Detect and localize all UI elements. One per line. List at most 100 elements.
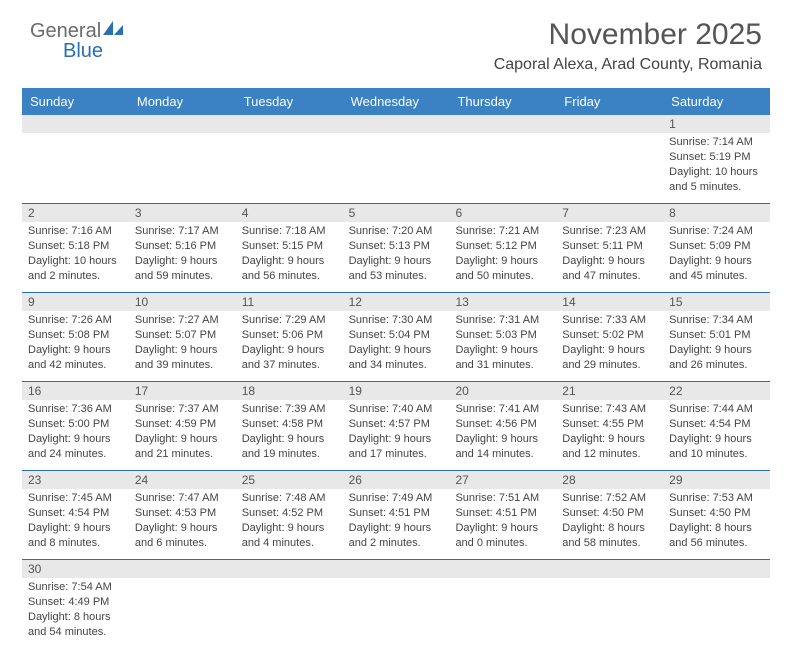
day-number-row: 30 bbox=[22, 560, 770, 578]
day-cell: Sunrise: 7:26 AMSunset: 5:08 PMDaylight:… bbox=[22, 311, 129, 381]
day-cell: Sunrise: 7:36 AMSunset: 5:00 PMDaylight:… bbox=[22, 400, 129, 470]
day-cell: Sunrise: 7:45 AMSunset: 4:54 PMDaylight:… bbox=[22, 489, 129, 559]
day-info: Sunrise: 7:49 AMSunset: 4:51 PMDaylight:… bbox=[349, 491, 444, 550]
day-number: 27 bbox=[449, 471, 556, 489]
week-row: Sunrise: 7:16 AMSunset: 5:18 PMDaylight:… bbox=[22, 222, 770, 293]
day-cell: Sunrise: 7:17 AMSunset: 5:16 PMDaylight:… bbox=[129, 222, 236, 292]
day-cell bbox=[129, 578, 236, 648]
day-number: 21 bbox=[556, 382, 663, 400]
week-row: Sunrise: 7:36 AMSunset: 5:00 PMDaylight:… bbox=[22, 400, 770, 471]
day-number-row: 2345678 bbox=[22, 204, 770, 222]
header: General Blue November 2025 Caporal Alexa… bbox=[0, 0, 792, 53]
day-info: Sunrise: 7:37 AMSunset: 4:59 PMDaylight:… bbox=[135, 402, 230, 461]
day-number: 1 bbox=[663, 115, 770, 133]
day-header: Thursday bbox=[449, 88, 556, 115]
day-number bbox=[343, 115, 450, 133]
day-cell: Sunrise: 7:49 AMSunset: 4:51 PMDaylight:… bbox=[343, 489, 450, 559]
day-number bbox=[449, 115, 556, 133]
day-cell bbox=[343, 133, 450, 203]
day-cell bbox=[236, 578, 343, 648]
day-number bbox=[236, 115, 343, 133]
day-info: Sunrise: 7:24 AMSunset: 5:09 PMDaylight:… bbox=[669, 224, 764, 283]
day-header: Monday bbox=[129, 88, 236, 115]
day-info: Sunrise: 7:51 AMSunset: 4:51 PMDaylight:… bbox=[455, 491, 550, 550]
day-number: 29 bbox=[663, 471, 770, 489]
day-cell: Sunrise: 7:24 AMSunset: 5:09 PMDaylight:… bbox=[663, 222, 770, 292]
day-cell: Sunrise: 7:14 AMSunset: 5:19 PMDaylight:… bbox=[663, 133, 770, 203]
day-header: Friday bbox=[556, 88, 663, 115]
day-cell bbox=[22, 133, 129, 203]
day-header-row: SundayMondayTuesdayWednesdayThursdayFrid… bbox=[22, 88, 770, 115]
day-cell: Sunrise: 7:33 AMSunset: 5:02 PMDaylight:… bbox=[556, 311, 663, 381]
day-cell: Sunrise: 7:18 AMSunset: 5:15 PMDaylight:… bbox=[236, 222, 343, 292]
logo-sail-icon bbox=[103, 20, 125, 43]
day-info: Sunrise: 7:23 AMSunset: 5:11 PMDaylight:… bbox=[562, 224, 657, 283]
day-cell: Sunrise: 7:34 AMSunset: 5:01 PMDaylight:… bbox=[663, 311, 770, 381]
day-cell: Sunrise: 7:40 AMSunset: 4:57 PMDaylight:… bbox=[343, 400, 450, 470]
day-header: Saturday bbox=[663, 88, 770, 115]
day-number: 10 bbox=[129, 293, 236, 311]
day-info: Sunrise: 7:52 AMSunset: 4:50 PMDaylight:… bbox=[562, 491, 657, 550]
day-number: 26 bbox=[343, 471, 450, 489]
logo-text-blue: Blue bbox=[63, 40, 103, 63]
day-number: 16 bbox=[22, 382, 129, 400]
day-cell bbox=[556, 133, 663, 203]
day-cell: Sunrise: 7:37 AMSunset: 4:59 PMDaylight:… bbox=[129, 400, 236, 470]
day-cell: Sunrise: 7:16 AMSunset: 5:18 PMDaylight:… bbox=[22, 222, 129, 292]
day-number-row: 16171819202122 bbox=[22, 382, 770, 400]
day-number: 2 bbox=[22, 204, 129, 222]
day-cell: Sunrise: 7:41 AMSunset: 4:56 PMDaylight:… bbox=[449, 400, 556, 470]
day-info: Sunrise: 7:34 AMSunset: 5:01 PMDaylight:… bbox=[669, 313, 764, 372]
day-cell bbox=[343, 578, 450, 648]
day-number: 23 bbox=[22, 471, 129, 489]
week-row: Sunrise: 7:54 AMSunset: 4:49 PMDaylight:… bbox=[22, 578, 770, 648]
day-number bbox=[663, 560, 770, 578]
day-number bbox=[236, 560, 343, 578]
day-info: Sunrise: 7:48 AMSunset: 4:52 PMDaylight:… bbox=[242, 491, 337, 550]
day-cell: Sunrise: 7:23 AMSunset: 5:11 PMDaylight:… bbox=[556, 222, 663, 292]
day-info: Sunrise: 7:36 AMSunset: 5:00 PMDaylight:… bbox=[28, 402, 123, 461]
day-number: 24 bbox=[129, 471, 236, 489]
day-number: 3 bbox=[129, 204, 236, 222]
day-header: Sunday bbox=[22, 88, 129, 115]
day-info: Sunrise: 7:16 AMSunset: 5:18 PMDaylight:… bbox=[28, 224, 123, 283]
day-info: Sunrise: 7:26 AMSunset: 5:08 PMDaylight:… bbox=[28, 313, 123, 372]
day-info: Sunrise: 7:41 AMSunset: 4:56 PMDaylight:… bbox=[455, 402, 550, 461]
day-number: 17 bbox=[129, 382, 236, 400]
day-number: 25 bbox=[236, 471, 343, 489]
week-row: Sunrise: 7:45 AMSunset: 4:54 PMDaylight:… bbox=[22, 489, 770, 560]
day-number: 22 bbox=[663, 382, 770, 400]
page-title: November 2025 bbox=[549, 18, 762, 52]
day-number: 5 bbox=[343, 204, 450, 222]
day-cell: Sunrise: 7:29 AMSunset: 5:06 PMDaylight:… bbox=[236, 311, 343, 381]
day-cell: Sunrise: 7:31 AMSunset: 5:03 PMDaylight:… bbox=[449, 311, 556, 381]
day-number bbox=[343, 560, 450, 578]
day-info: Sunrise: 7:30 AMSunset: 5:04 PMDaylight:… bbox=[349, 313, 444, 372]
day-number: 28 bbox=[556, 471, 663, 489]
day-number: 7 bbox=[556, 204, 663, 222]
day-cell: Sunrise: 7:21 AMSunset: 5:12 PMDaylight:… bbox=[449, 222, 556, 292]
week-row: Sunrise: 7:26 AMSunset: 5:08 PMDaylight:… bbox=[22, 311, 770, 382]
day-cell bbox=[236, 133, 343, 203]
day-cell: Sunrise: 7:44 AMSunset: 4:54 PMDaylight:… bbox=[663, 400, 770, 470]
day-number: 13 bbox=[449, 293, 556, 311]
day-number: 11 bbox=[236, 293, 343, 311]
day-number: 20 bbox=[449, 382, 556, 400]
day-number-row: 23242526272829 bbox=[22, 471, 770, 489]
day-info: Sunrise: 7:29 AMSunset: 5:06 PMDaylight:… bbox=[242, 313, 337, 372]
day-number: 30 bbox=[22, 560, 129, 578]
day-cell bbox=[556, 578, 663, 648]
calendar: SundayMondayTuesdayWednesdayThursdayFrid… bbox=[22, 88, 770, 648]
day-number bbox=[556, 115, 663, 133]
day-info: Sunrise: 7:14 AMSunset: 5:19 PMDaylight:… bbox=[669, 135, 764, 194]
day-number bbox=[556, 560, 663, 578]
day-cell bbox=[663, 578, 770, 648]
day-number: 18 bbox=[236, 382, 343, 400]
day-info: Sunrise: 7:31 AMSunset: 5:03 PMDaylight:… bbox=[455, 313, 550, 372]
day-header: Tuesday bbox=[236, 88, 343, 115]
day-info: Sunrise: 7:44 AMSunset: 4:54 PMDaylight:… bbox=[669, 402, 764, 461]
day-info: Sunrise: 7:43 AMSunset: 4:55 PMDaylight:… bbox=[562, 402, 657, 461]
day-info: Sunrise: 7:33 AMSunset: 5:02 PMDaylight:… bbox=[562, 313, 657, 372]
day-cell: Sunrise: 7:53 AMSunset: 4:50 PMDaylight:… bbox=[663, 489, 770, 559]
day-info: Sunrise: 7:39 AMSunset: 4:58 PMDaylight:… bbox=[242, 402, 337, 461]
